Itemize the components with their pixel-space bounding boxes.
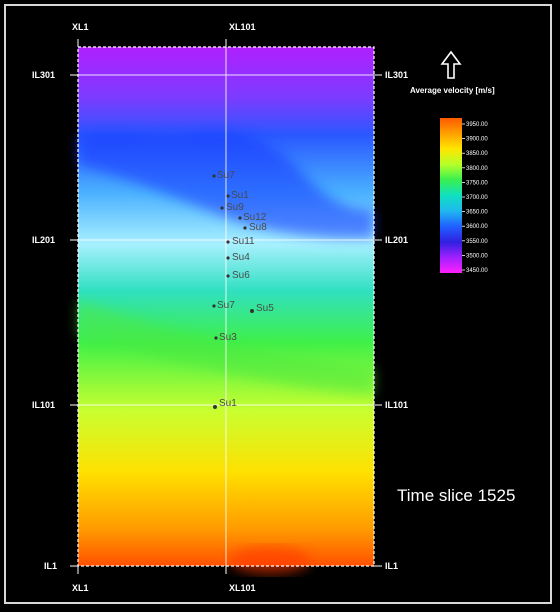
il-label-left-1: IL1 [44, 561, 57, 571]
inline-label-bottom-mid: XL101 [229, 583, 256, 593]
well-marker[interactable]: Su1 [213, 398, 237, 409]
colorbar-tick-label: 3700.00 [466, 195, 488, 201]
il-label-right-101: IL101 [385, 400, 408, 410]
well-label: Su6 [232, 270, 250, 281]
well-label: Su3 [219, 332, 237, 343]
colorbar-tick-label: 3650.00 [466, 210, 488, 216]
il-label-left-101: IL101 [32, 400, 55, 410]
inline-label-bottom-left: XL1 [72, 583, 89, 593]
inline-label-top-mid: XL101 [229, 22, 256, 32]
well-marker[interactable]: Su8 [243, 222, 267, 233]
well-marker[interactable]: Su3 [214, 332, 237, 343]
well-marker[interactable]: Su11 [226, 236, 255, 247]
well-label: Su11 [232, 236, 255, 247]
well-label: Su9 [226, 202, 244, 213]
well-marker[interactable]: Su7 [212, 170, 235, 181]
inline-label-top-left: XL1 [72, 22, 89, 32]
axis-ticks [70, 39, 382, 574]
well-label: Su5 [256, 303, 274, 314]
well-label: Su1 [219, 398, 237, 409]
colorbar-title: Average velocity [m/s] [410, 86, 495, 95]
il-label-right-201: IL201 [385, 235, 408, 245]
grid-lines [78, 47, 374, 566]
il-label-right-301: IL301 [385, 70, 408, 80]
up-arrow-icon [440, 50, 462, 79]
well-marker[interactable]: Su4 [226, 252, 250, 263]
colorbar-tick-label: 3950.00 [466, 122, 488, 128]
well-label: Su7 [217, 300, 235, 311]
well-label: Su7 [217, 170, 235, 181]
il-label-left-301: IL301 [32, 70, 55, 80]
well-marker[interactable]: Su7 [212, 300, 235, 311]
well-marker[interactable]: Su6 [226, 270, 250, 281]
il-label-left-201: IL201 [32, 235, 55, 245]
colorbar-tick-label: 3550.00 [466, 239, 488, 245]
well-marker[interactable]: Su1 [226, 190, 249, 201]
map-frame [4, 4, 552, 604]
colorbar-ticks: 3950.00 3900.00 3850.00 3800.00 3750.00 3700.… [462, 122, 488, 274]
colorbar-tick-label: 3900.00 [466, 137, 488, 143]
well-label: Su4 [232, 252, 250, 263]
colorbar-tick-label: 3450.00 [466, 268, 488, 274]
well-marker[interactable]: Su5 [250, 303, 274, 314]
il-label-right-1: IL1 [385, 561, 398, 571]
slice-title: Time slice 1525 [397, 486, 515, 505]
well-markers: Su7 Su1 Su9 Su12 Su8 Su11 Su4 Su6 Su7 Su… [212, 170, 274, 409]
well-label: Su12 [243, 212, 267, 223]
well-label: Su8 [249, 222, 267, 233]
colorbar-tick-label: 3500.00 [466, 253, 488, 259]
colorbar [440, 118, 462, 273]
colorbar-tick-label: 3600.00 [466, 224, 488, 230]
colorbar-tick-label: 3850.00 [466, 151, 488, 157]
colorbar-tick-label: 3800.00 [466, 166, 488, 172]
well-marker[interactable]: Su9 [220, 202, 244, 213]
well-marker[interactable]: Su12 [238, 212, 267, 223]
colorbar-tick-label: 3750.00 [466, 180, 488, 186]
well-label: Su1 [231, 190, 249, 201]
